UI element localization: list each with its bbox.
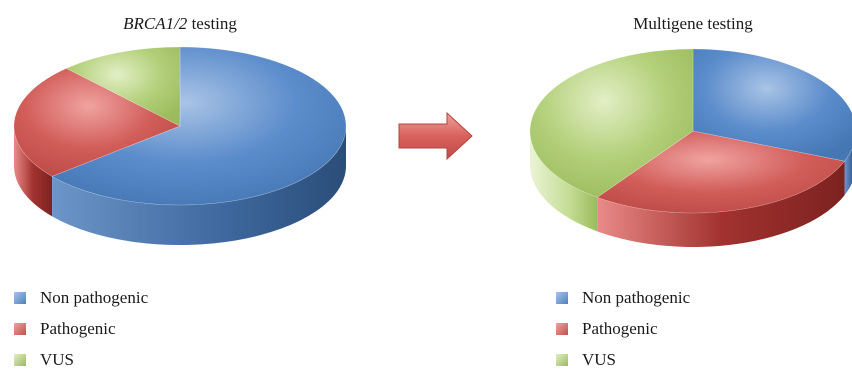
legend-item-vus: VUS (556, 348, 690, 372)
pie-slice-vus (529, 48, 694, 198)
legend-item-pathogenic: Pathogenic (556, 317, 690, 341)
pie-slice-pathogenic (596, 130, 846, 214)
pie-slice-non-pathogenic (692, 48, 852, 162)
pie-side-pathogenic (13, 126, 53, 217)
legend-label: VUS (582, 350, 617, 369)
legend-item-non-pathogenic: Non pathogenic (556, 286, 690, 310)
swatch-pathogenic-icon (556, 323, 568, 335)
pie-side-non-pathogenic (52, 126, 347, 246)
legend-item-pathogenic: Pathogenic (14, 317, 148, 341)
pie-charts-svg: BRCA1/2 testing Multigene testing (13, 14, 852, 248)
legend-item-non-pathogenic: Non pathogenic (14, 286, 148, 310)
pie-slice-vus (65, 46, 181, 127)
swatch-vus-icon (556, 354, 568, 366)
chart-title-left: BRCA1/2 testing (123, 14, 237, 33)
swatch-vus-icon (14, 354, 26, 366)
pie-left (13, 46, 347, 246)
pie-right (529, 48, 852, 248)
swatch-non-pathogenic-icon (556, 292, 568, 304)
legend-label: VUS (40, 350, 75, 369)
swatch-pathogenic-icon (14, 323, 26, 335)
legend-label: Non pathogenic (40, 288, 149, 307)
legend-label: Pathogenic (40, 319, 116, 338)
legend-item-vus: VUS (14, 348, 148, 372)
pie-side-vus (530, 131, 598, 232)
chart-title-left-rest: testing (187, 14, 237, 33)
pie-side-non-pathogenic (844, 148, 852, 196)
legend-right: Non pathogenic Pathogenic VUS (556, 286, 690, 379)
pie-slice-pathogenic (13, 68, 181, 177)
legend-left: Non pathogenic Pathogenic VUS (14, 286, 148, 379)
chart-title-right: Multigene testing (633, 14, 753, 33)
swatch-non-pathogenic-icon (14, 292, 26, 304)
pie-side-pathogenic (597, 161, 845, 248)
pie-slice-non-pathogenic (51, 46, 347, 206)
transition-arrow-icon (398, 111, 473, 161)
legend-label: Pathogenic (582, 319, 658, 338)
chart-title-left-italic: BRCA1/2 (123, 14, 188, 33)
legend-label: Non pathogenic (582, 288, 691, 307)
